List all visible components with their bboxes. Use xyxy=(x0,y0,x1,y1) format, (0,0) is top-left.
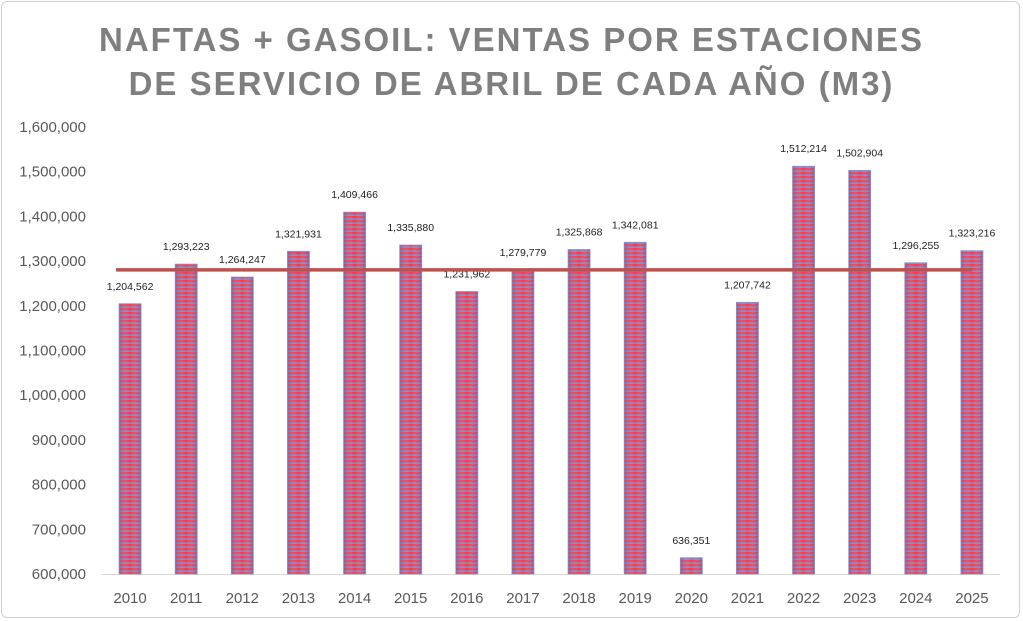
bar-2022: 1,512,214 xyxy=(780,143,827,575)
bar-shade xyxy=(623,241,647,575)
x-tick-label: 2025 xyxy=(955,590,988,607)
x-tick-label: 2019 xyxy=(619,590,652,607)
data-label: 1,323,216 xyxy=(949,228,996,240)
bar-shade xyxy=(567,249,591,575)
bar-shade xyxy=(960,250,984,575)
data-label: 1,293,223 xyxy=(163,241,210,253)
bar-shade xyxy=(848,170,872,575)
bar-2015: 1,335,880 xyxy=(387,222,434,575)
y-tick-label: 1,200,000 xyxy=(19,298,86,315)
data-label: 636,351 xyxy=(672,535,710,547)
y-tick-label: 1,600,000 xyxy=(19,119,86,136)
bar-2023: 1,502,904 xyxy=(836,147,883,575)
bar-2025: 1,323,216 xyxy=(949,228,996,575)
x-tick-label: 2017 xyxy=(506,590,539,607)
x-tick-label: 2021 xyxy=(731,590,764,607)
data-label: 1,296,255 xyxy=(892,240,939,252)
bar-2011: 1,293,223 xyxy=(163,241,210,575)
y-tick-label: 900,000 xyxy=(32,432,86,449)
x-tick-label: 2023 xyxy=(843,590,876,607)
x-tick-label: 2011 xyxy=(170,590,202,607)
y-tick-label: 1,000,000 xyxy=(19,387,86,404)
x-tick-label: 2016 xyxy=(450,590,483,607)
y-tick-label: 600,000 xyxy=(32,566,86,583)
data-label: 1,279,779 xyxy=(500,247,547,259)
y-tick-label: 700,000 xyxy=(32,521,86,538)
bar-shade xyxy=(230,276,254,575)
data-label: 1,512,214 xyxy=(780,143,827,155)
data-label: 1,335,880 xyxy=(387,222,434,234)
y-tick-label: 1,100,000 xyxy=(19,343,86,360)
y-tick-label: 1,300,000 xyxy=(19,253,86,270)
x-tick-label: 2014 xyxy=(338,590,371,607)
x-tick-label: 2015 xyxy=(394,590,427,607)
bar-2019: 1,342,081 xyxy=(612,219,659,575)
bar-2024: 1,296,255 xyxy=(892,240,939,575)
y-tick-label: 1,500,000 xyxy=(19,164,86,181)
bar-shade xyxy=(174,263,198,575)
x-tick-label: 2012 xyxy=(226,590,259,607)
bar-2012: 1,264,247 xyxy=(219,254,266,575)
bar-2018: 1,325,868 xyxy=(556,227,603,575)
data-label: 1,502,904 xyxy=(836,147,883,159)
data-label: 1,204,562 xyxy=(107,281,154,293)
bar-shade xyxy=(455,291,479,575)
data-label: 1,321,931 xyxy=(275,228,322,240)
bar-shade xyxy=(343,211,366,575)
data-label: 1,409,466 xyxy=(331,189,378,201)
x-tick-label: 2022 xyxy=(787,590,820,607)
bar-shade xyxy=(118,303,142,575)
bar-2016: 1,231,962 xyxy=(443,269,490,575)
bar-2017: 1,279,779 xyxy=(500,247,547,575)
bar-shade xyxy=(904,262,928,575)
bar-2021: 1,207,742 xyxy=(724,279,771,575)
x-tick-label: 2013 xyxy=(282,590,315,607)
data-label: 1,342,081 xyxy=(612,219,659,231)
x-tick-label: 2024 xyxy=(899,590,932,607)
bar-2014: 1,409,466 xyxy=(331,189,378,575)
y-tick-label: 1,400,000 xyxy=(19,208,86,225)
y-tick-label: 800,000 xyxy=(32,477,86,494)
x-tick-label: 2018 xyxy=(562,590,595,607)
bar-shade xyxy=(736,301,759,575)
data-label: 1,264,247 xyxy=(219,254,266,266)
bar-shade xyxy=(792,165,815,575)
chart-title-line2: DE SERVICIO DE ABRIL DE CADA AÑO (M3) xyxy=(128,65,895,102)
data-label: 1,325,868 xyxy=(556,227,603,239)
bar-shade xyxy=(679,557,703,575)
bar-shade xyxy=(399,244,423,575)
bar-shade xyxy=(287,250,310,575)
bar-2010: 1,204,562 xyxy=(107,281,154,575)
bar-shade xyxy=(511,269,535,575)
bar-2013: 1,321,931 xyxy=(275,228,322,575)
chart-title: NAFTAS + GASOIL: VENTAS POR ESTACIONES D… xyxy=(0,18,1023,106)
chart-title-line1: NAFTAS + GASOIL: VENTAS POR ESTACIONES xyxy=(99,21,924,58)
x-tick-label: 2020 xyxy=(675,590,708,607)
x-tick-label: 2010 xyxy=(113,590,146,607)
bar-2020: 636,351 xyxy=(672,535,710,575)
data-label: 1,207,742 xyxy=(724,279,771,291)
